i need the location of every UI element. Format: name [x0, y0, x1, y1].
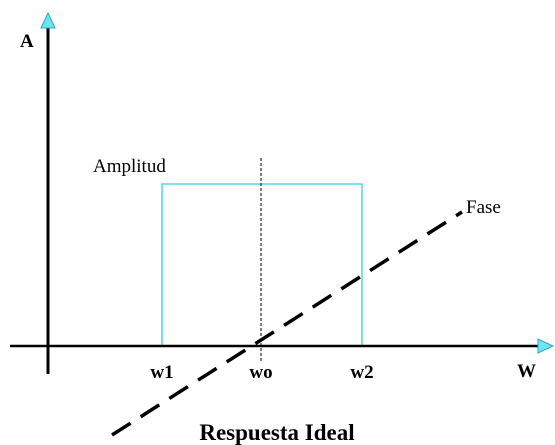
- y-axis-label: A: [20, 31, 34, 52]
- x-label: wo: [249, 362, 272, 383]
- x-label: w2: [350, 362, 373, 383]
- phase-label: Fase: [466, 197, 501, 218]
- diagram-title: Respuesta Ideal: [199, 420, 354, 445]
- amplitude-label: Amplitud: [93, 156, 166, 177]
- x-label: w1: [150, 362, 173, 383]
- y-axis-arrow: [40, 11, 56, 29]
- x-axis-label: W: [517, 361, 536, 382]
- phase-line: [111, 210, 463, 437]
- x-axis-arrow: [537, 338, 555, 354]
- amplitude-box: [161, 183, 363, 346]
